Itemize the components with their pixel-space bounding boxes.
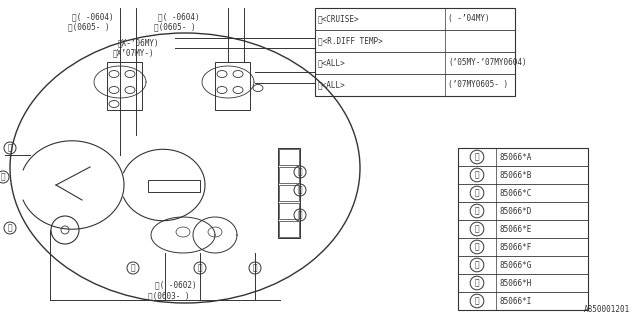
Text: ⑨X’07MY-): ⑨X’07MY-)	[113, 48, 155, 57]
Bar	[279, 185, 299, 201]
Text: 85066*H: 85066*H	[500, 278, 532, 287]
Text: 85066*E: 85066*E	[500, 225, 532, 234]
Text: 85066*B: 85066*B	[500, 171, 532, 180]
Bar	[278, 148, 300, 238]
Text: ②: ②	[298, 167, 302, 177]
Text: 85066*I: 85066*I	[500, 297, 532, 306]
Text: (’07MY0605- ): (’07MY0605- )	[448, 81, 508, 90]
Text: ⑦: ⑦	[475, 260, 479, 269]
Text: ①: ①	[131, 263, 135, 273]
Text: ②: ②	[8, 223, 12, 233]
Text: ③: ③	[475, 188, 479, 197]
Bar	[148, 180, 200, 192]
Bar	[315, 8, 515, 96]
Text: 85066*G: 85066*G	[500, 260, 532, 269]
Text: (’05MY-’07MY0604): (’05MY-’07MY0604)	[448, 59, 527, 68]
Text: ②( -0602): ②( -0602)	[155, 280, 196, 289]
Text: 85066*D: 85066*D	[500, 206, 532, 215]
Text: ( -’04MY): ( -’04MY)	[448, 14, 490, 23]
Text: ③: ③	[298, 211, 302, 220]
Text: ␆<ALL>: ␆<ALL>	[318, 59, 346, 68]
Text: ②: ②	[475, 171, 479, 180]
Text: 85066*A: 85066*A	[500, 153, 532, 162]
Text: ␆<R.DIFF TEMP>: ␆<R.DIFF TEMP>	[318, 36, 383, 45]
Bar	[279, 221, 299, 237]
Text: ␅(0605- ): ␅(0605- )	[154, 22, 196, 31]
Text: ①: ①	[1, 172, 5, 181]
Bar	[279, 167, 299, 183]
Text: ⑨: ⑨	[475, 297, 479, 306]
Text: ⑧: ⑧	[475, 278, 479, 287]
Text: ②: ②	[198, 263, 202, 273]
Text: ␄X-’06MY): ␄X-’06MY)	[118, 38, 159, 47]
Text: ⑨(0603- ): ⑨(0603- )	[148, 291, 189, 300]
Bar	[215, 62, 250, 110]
Text: ⑥: ⑥	[475, 243, 479, 252]
Text: ⑥: ⑥	[8, 143, 12, 153]
Text: ␅(0605- ): ␅(0605- )	[68, 22, 109, 31]
Text: ④: ④	[475, 206, 479, 215]
Text: ␆( -0604): ␆( -0604)	[158, 12, 200, 21]
Text: ⑤: ⑤	[475, 225, 479, 234]
Text: 85066*C: 85066*C	[500, 188, 532, 197]
Text: ⑥: ⑥	[253, 263, 257, 273]
Bar	[107, 62, 142, 110]
Bar	[458, 148, 588, 310]
Text: ␅<ALL>: ␅<ALL>	[318, 81, 346, 90]
Text: 85066*F: 85066*F	[500, 243, 532, 252]
Text: ␇<CRUISE>: ␇<CRUISE>	[318, 14, 360, 23]
Text: A850001201: A850001201	[584, 305, 630, 314]
Bar	[279, 149, 299, 165]
Text: ①: ①	[475, 153, 479, 162]
Text: ⑥: ⑥	[298, 186, 302, 195]
Bar	[279, 203, 299, 219]
Text: ␆( -0604): ␆( -0604)	[72, 12, 114, 21]
